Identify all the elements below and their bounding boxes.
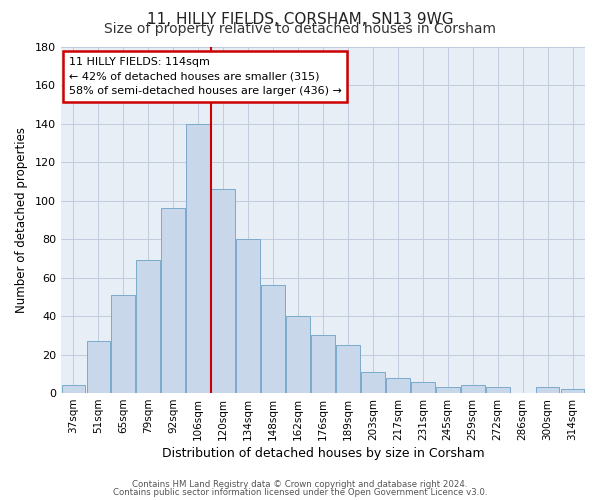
Text: 11, HILLY FIELDS, CORSHAM, SN13 9WG: 11, HILLY FIELDS, CORSHAM, SN13 9WG	[146, 12, 454, 26]
Bar	[161, 208, 185, 393]
Bar	[486, 388, 509, 393]
Bar	[411, 382, 434, 393]
Bar	[286, 316, 310, 393]
Text: Contains public sector information licensed under the Open Government Licence v3: Contains public sector information licen…	[113, 488, 487, 497]
Bar	[136, 260, 160, 393]
Bar	[336, 345, 360, 393]
Bar	[86, 341, 110, 393]
Bar	[386, 378, 410, 393]
Bar	[361, 372, 385, 393]
Bar	[311, 336, 335, 393]
Bar	[436, 388, 460, 393]
Text: Size of property relative to detached houses in Corsham: Size of property relative to detached ho…	[104, 22, 496, 36]
Bar	[536, 388, 559, 393]
Bar	[211, 189, 235, 393]
Y-axis label: Number of detached properties: Number of detached properties	[15, 127, 28, 313]
Bar	[112, 295, 135, 393]
Bar	[187, 124, 210, 393]
X-axis label: Distribution of detached houses by size in Corsham: Distribution of detached houses by size …	[161, 447, 484, 460]
Text: 11 HILLY FIELDS: 114sqm
← 42% of detached houses are smaller (315)
58% of semi-d: 11 HILLY FIELDS: 114sqm ← 42% of detache…	[69, 57, 341, 96]
Text: Contains HM Land Registry data © Crown copyright and database right 2024.: Contains HM Land Registry data © Crown c…	[132, 480, 468, 489]
Bar	[261, 285, 285, 393]
Bar	[560, 389, 584, 393]
Bar	[461, 386, 485, 393]
Bar	[62, 386, 85, 393]
Bar	[236, 239, 260, 393]
